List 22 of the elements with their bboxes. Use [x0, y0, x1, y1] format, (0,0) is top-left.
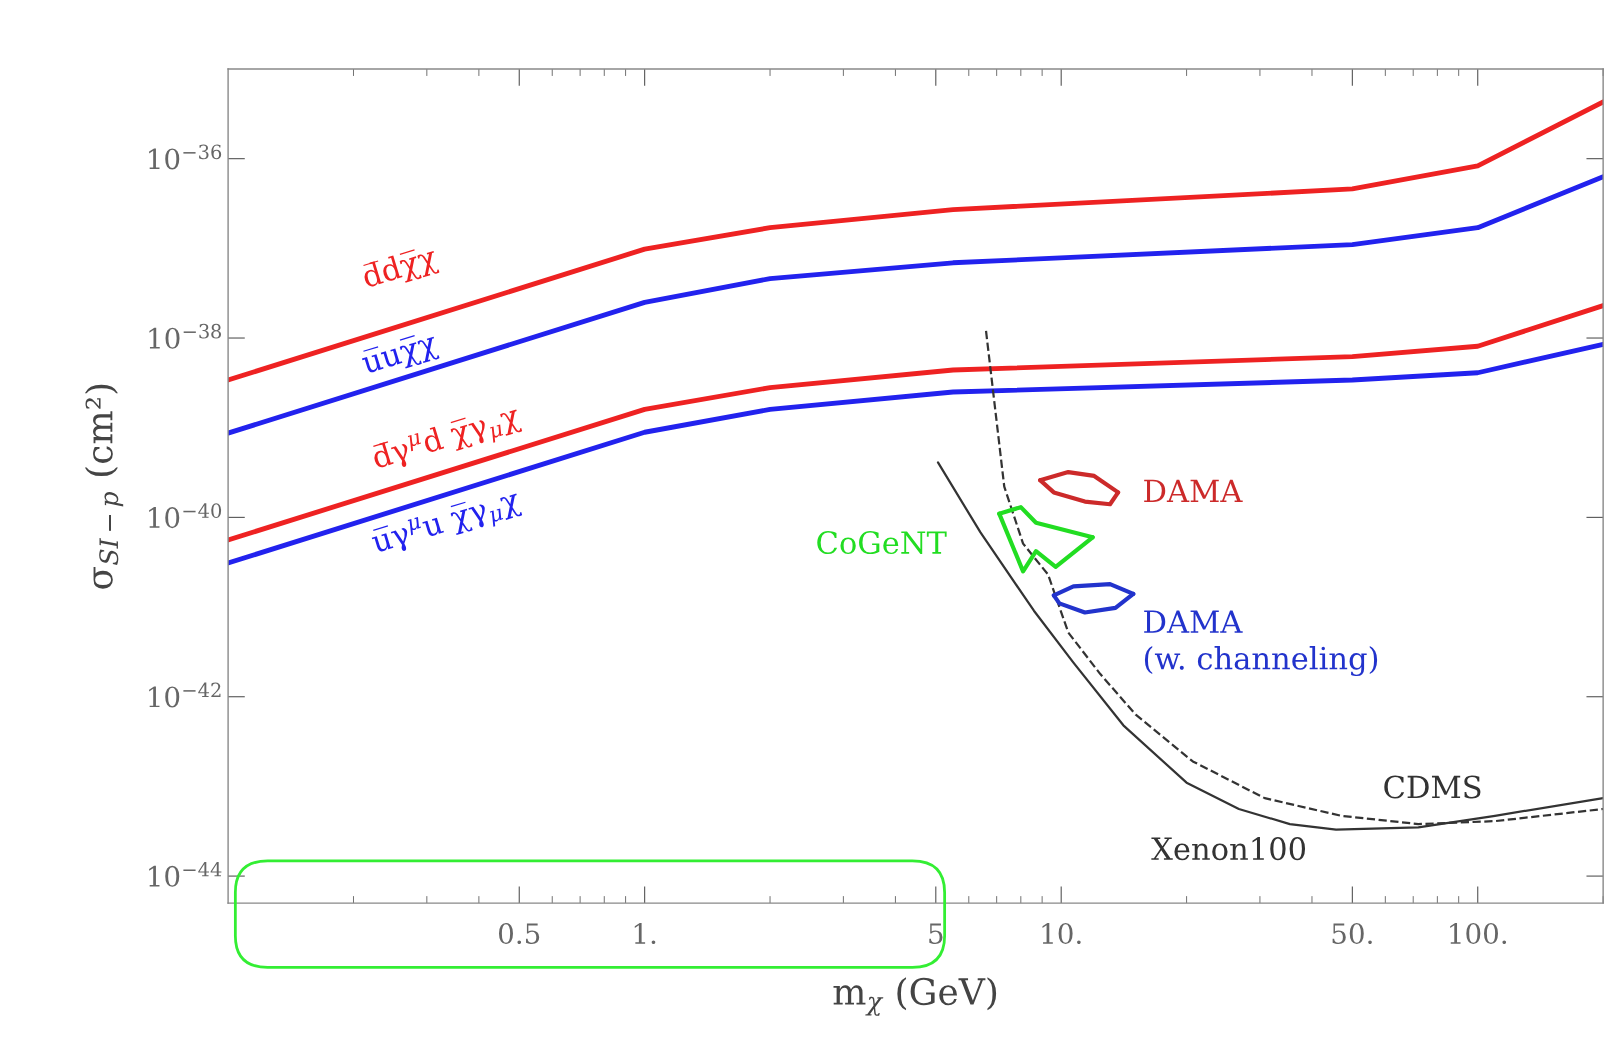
- text: u̅uχ̅χ: [359, 329, 441, 381]
- x-axis-title: m$_{χ}$ (GeV): [833, 977, 997, 1016]
- y-axis-title: σ$_{SI−p}$ (cm²): [84, 384, 124, 589]
- series-label: Xenon100: [1151, 837, 1306, 861]
- y-tick-label: 10$^{−40}$: [149, 503, 222, 529]
- y-tick-label: 10$^{−42}$: [149, 682, 221, 708]
- series-label: CoGeNT: [817, 531, 947, 555]
- text: d̅γ$^{μ}$d χ̅γ$_{μ}$χ: [370, 402, 524, 478]
- series-label: DAMA (w. channeling): [1144, 610, 1378, 677]
- x-tick-label: 0.5: [499, 923, 540, 945]
- x-tick-label: 10.: [1042, 923, 1081, 945]
- text: u̅γ$^{μ}$u χ̅γ$_{μ}$χ: [369, 486, 524, 562]
- x-tick-label: 5: [929, 923, 943, 945]
- y-tick-label: 10$^{−44}$: [149, 861, 222, 887]
- x-tick-label: 1.: [634, 923, 656, 945]
- series-label: DAMA: [1144, 479, 1243, 502]
- x-tick-label: 100.: [1450, 923, 1507, 945]
- y-tick-label: 10$^{−36}$: [149, 144, 222, 170]
- series-label: CDMS: [1384, 775, 1481, 799]
- y-tick-label: 10$^{−38}$: [149, 323, 221, 349]
- text: d̅dχ̅χ: [360, 243, 441, 295]
- x-tick-label: 50.: [1332, 923, 1372, 945]
